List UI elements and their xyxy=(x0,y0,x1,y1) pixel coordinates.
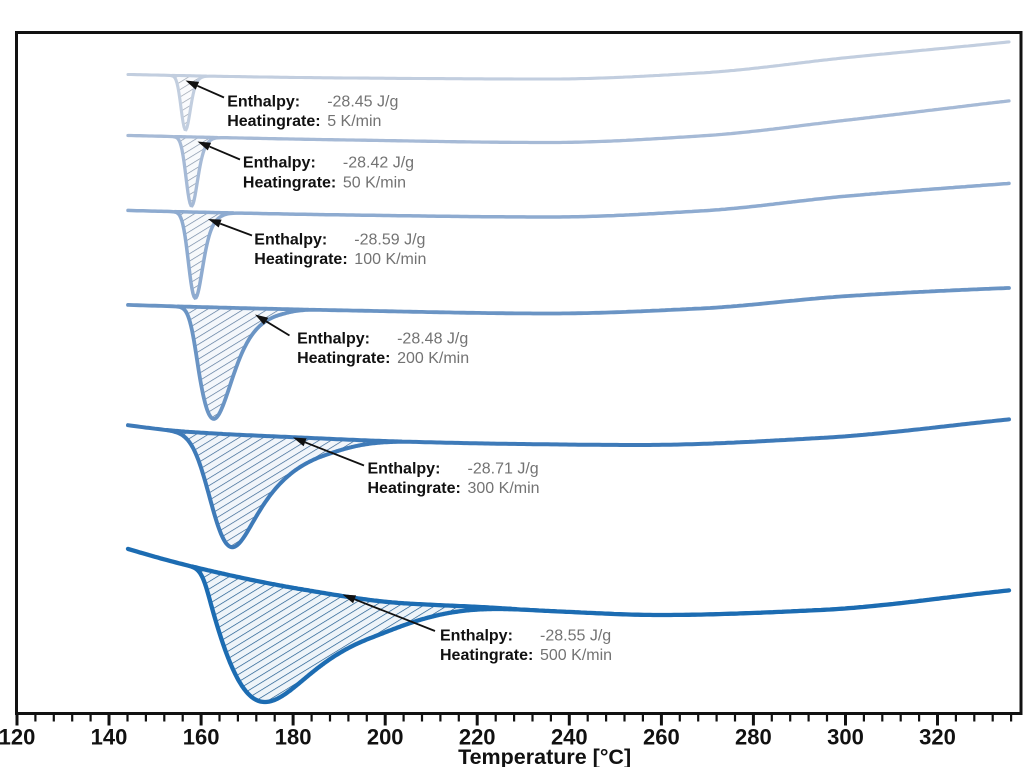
svg-text:Enthalpy:: Enthalpy: xyxy=(440,628,513,645)
svg-text:Heatingrate:: Heatingrate: xyxy=(243,174,336,191)
svg-text:Heatingrate:: Heatingrate: xyxy=(254,251,347,268)
svg-text:280: 280 xyxy=(735,725,772,750)
svg-text:5 K/min: 5 K/min xyxy=(327,113,381,130)
svg-text:Heatingrate:: Heatingrate: xyxy=(368,480,461,497)
svg-text:100 K/min: 100 K/min xyxy=(354,251,426,268)
svg-text:220: 220 xyxy=(459,725,496,750)
svg-text:-28.59 J/g: -28.59 J/g xyxy=(354,231,425,248)
svg-text:Enthalpy:: Enthalpy: xyxy=(368,461,441,478)
svg-text:Enthalpy:: Enthalpy: xyxy=(254,231,327,248)
svg-text:320: 320 xyxy=(919,725,956,750)
svg-text:260: 260 xyxy=(643,725,680,750)
svg-text:Enthalpy:: Enthalpy: xyxy=(227,93,300,110)
svg-text:Enthalpy:: Enthalpy: xyxy=(243,155,316,172)
svg-text:-28.42 J/g: -28.42 J/g xyxy=(343,155,414,172)
svg-text:50 K/min: 50 K/min xyxy=(343,174,406,191)
svg-text:500 K/min: 500 K/min xyxy=(540,647,612,664)
svg-text:-28.71 J/g: -28.71 J/g xyxy=(468,461,539,478)
svg-text:240: 240 xyxy=(551,725,588,750)
svg-text:300 K/min: 300 K/min xyxy=(468,480,540,497)
svg-text:-28.45 J/g: -28.45 J/g xyxy=(327,93,398,110)
svg-text:Heatingrate:: Heatingrate: xyxy=(297,350,390,367)
svg-text:120: 120 xyxy=(0,725,35,750)
svg-text:Heatingrate:: Heatingrate: xyxy=(440,647,533,664)
svg-text:Heatingrate:: Heatingrate: xyxy=(227,113,320,130)
svg-text:-28.55 J/g: -28.55 J/g xyxy=(540,628,611,645)
svg-text:Enthalpy:: Enthalpy: xyxy=(297,331,370,348)
svg-text:Temperature [°C]: Temperature [°C] xyxy=(458,745,631,767)
svg-text:180: 180 xyxy=(275,725,312,750)
svg-text:140: 140 xyxy=(91,725,128,750)
svg-text:160: 160 xyxy=(183,725,220,750)
svg-text:-28.48 J/g: -28.48 J/g xyxy=(397,331,468,348)
svg-text:200 K/min: 200 K/min xyxy=(397,350,469,367)
svg-text:300: 300 xyxy=(827,725,864,750)
svg-text:200: 200 xyxy=(367,725,404,750)
